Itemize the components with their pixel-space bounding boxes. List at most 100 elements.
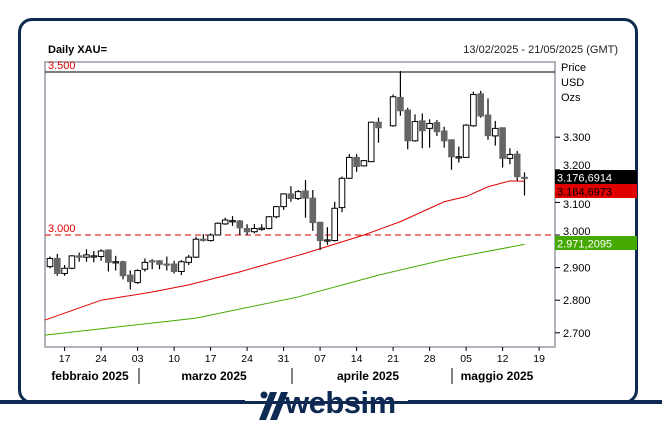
candle-body (251, 227, 258, 233)
candle-body (331, 207, 338, 242)
candle-body (163, 263, 171, 266)
candle-body (492, 127, 499, 137)
hline-label-1: 3.000 (48, 223, 76, 235)
candle-body (462, 124, 470, 158)
candle-body (68, 255, 76, 269)
candle-body (229, 220, 236, 223)
chart-card (18, 18, 638, 404)
candle-body (455, 156, 463, 159)
x-tick-label: 07 (314, 353, 326, 365)
candle-body (236, 220, 244, 229)
x-tick-label: 17 (59, 353, 71, 365)
candle-body (360, 160, 368, 167)
candle-body (273, 206, 280, 218)
month-label: marzo 2025 (181, 369, 247, 383)
candle-body (243, 227, 251, 233)
websim-logo-text: websim (285, 385, 396, 420)
y-tick-label: 3.000 (563, 226, 591, 238)
candle-body (200, 238, 207, 241)
candle-body (287, 193, 295, 199)
candle-body (367, 121, 375, 163)
candle-body (178, 261, 185, 273)
candle-body (112, 261, 120, 264)
candle-body (375, 121, 382, 129)
candle-body (54, 257, 61, 274)
candle-body (521, 176, 528, 179)
x-tick-label: 12 (497, 353, 509, 365)
y-tick-label: 2.800 (563, 295, 591, 307)
y-tick-label: 3.200 (563, 160, 591, 172)
x-tick-label: 03 (132, 353, 144, 365)
x-tick-label: 05 (460, 353, 472, 365)
candle-body (448, 139, 455, 158)
candle-body (134, 270, 141, 284)
candle-body (499, 127, 506, 159)
x-tick-label: 31 (278, 353, 290, 365)
candle-body (83, 254, 90, 258)
x-tick-label: 17 (205, 353, 217, 365)
candle-body (127, 274, 134, 283)
y-tick-label: 3.100 (563, 199, 591, 211)
candle-body (119, 261, 127, 277)
x-tick-label: 28 (424, 353, 436, 365)
candle-body (214, 222, 222, 236)
candle-body (258, 227, 265, 230)
x-tick-label: 14 (351, 353, 363, 365)
month-label: maggio 2025 (461, 369, 534, 383)
candle-body (433, 122, 441, 133)
candle-body (61, 267, 68, 274)
candle-body (404, 109, 411, 142)
candle-body (294, 191, 302, 199)
y-tick-label: 3.300 (563, 132, 591, 144)
x-tick-label: 21 (387, 353, 399, 365)
candle-body (338, 177, 346, 209)
candle-body (185, 256, 192, 263)
candle-body (221, 219, 229, 225)
footer-divider-right (408, 400, 662, 404)
ma-short-line (44, 180, 525, 321)
plot-area (44, 61, 556, 348)
candle-body (316, 221, 324, 242)
x-tick-label: 24 (241, 353, 253, 365)
candle-body (324, 239, 331, 242)
y-tick-label: 2.900 (563, 263, 591, 275)
hline-label-0: 3.500 (48, 60, 76, 72)
candle-body (192, 238, 200, 258)
month-label: febbraio 2025 (51, 369, 129, 383)
ma-long-line (44, 243, 525, 336)
candle-body (477, 93, 484, 117)
candle-body (156, 260, 163, 265)
candle-body (389, 96, 397, 127)
axis-unit-label: USD (561, 77, 584, 89)
candle-body (141, 261, 149, 270)
candle-body (97, 250, 105, 258)
candle-body (46, 257, 54, 268)
candle-body (353, 156, 360, 168)
candle-body (207, 234, 214, 242)
x-tick-label: 24 (95, 353, 107, 365)
month-label: aprile 2025 (337, 369, 399, 383)
candle-body (346, 156, 353, 179)
axis-unit-label: Ozs (561, 92, 581, 104)
websim-logo-icon (259, 391, 288, 420)
candle-body (302, 190, 309, 199)
y-tick-label: 2.700 (563, 328, 591, 340)
x-tick-label: 10 (168, 353, 180, 365)
candle-body (105, 249, 112, 263)
candle-body (309, 197, 317, 224)
candle-body (90, 255, 98, 258)
axis-unit-label: Price (561, 62, 586, 74)
x-tick-label: 19 (533, 353, 545, 365)
price-badge (555, 170, 637, 184)
candle-body (426, 123, 433, 129)
candle-body (411, 121, 419, 142)
date-range: 13/02/2025 - 21/05/2025 (GMT) (463, 44, 618, 56)
price-badge-label: 3.164,6973 (557, 187, 612, 199)
candle-body (170, 263, 178, 273)
candle-body (265, 216, 273, 229)
candle-body (484, 114, 492, 137)
price-badge-label: 2.971,2095 (557, 239, 612, 251)
candle-body (419, 120, 426, 132)
price-badge (555, 236, 637, 250)
